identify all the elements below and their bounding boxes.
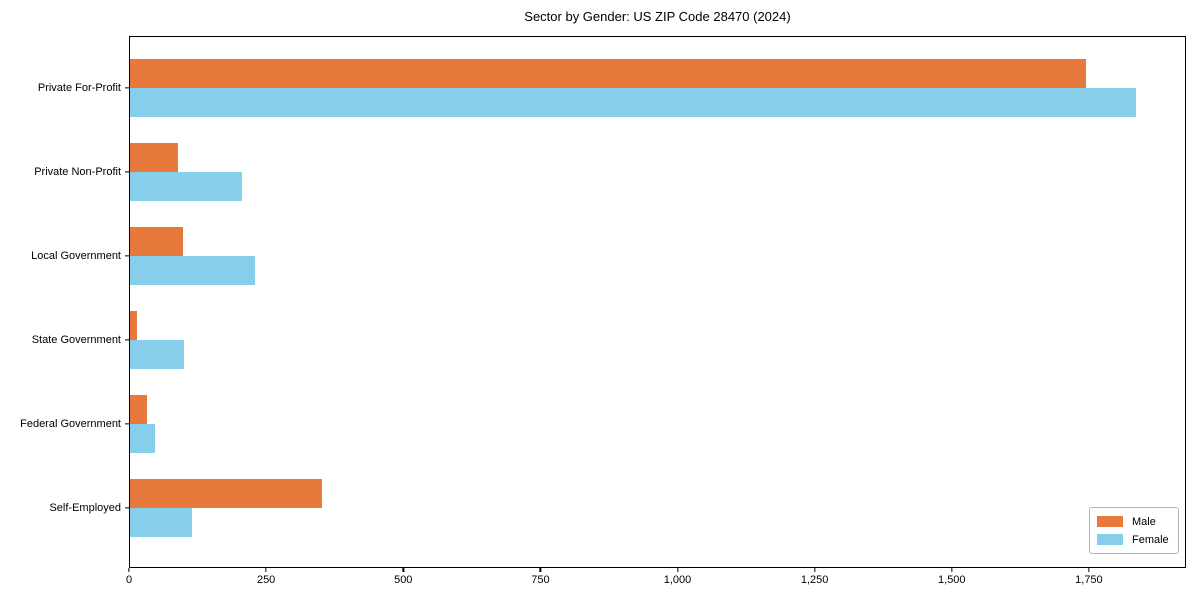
bar-male-private-for-profit bbox=[129, 59, 1087, 88]
y-tick-label: Federal Government bbox=[20, 418, 121, 430]
y-tick-mark bbox=[125, 255, 129, 257]
x-tick-label: 1,250 bbox=[800, 574, 829, 586]
bar-male-federal-government bbox=[129, 395, 148, 424]
female-series-swatch bbox=[1097, 534, 1123, 545]
y-tick-mark bbox=[125, 171, 129, 173]
x-tick-mark bbox=[813, 568, 816, 572]
bar-female-federal-government bbox=[129, 424, 156, 453]
x-tick-mark bbox=[128, 568, 130, 572]
y-tick-mark bbox=[125, 423, 129, 425]
x-tick-label: 250 bbox=[256, 574, 276, 586]
y-tick-mark bbox=[125, 339, 129, 341]
legend-label-female: Female bbox=[1132, 533, 1169, 546]
y-tick-mark bbox=[125, 87, 129, 89]
x-tick-label: 500 bbox=[394, 574, 413, 586]
chart-title: Sector by Gender: US ZIP Code 28470 (202… bbox=[524, 9, 791, 24]
x-tick-mark bbox=[951, 568, 953, 572]
plot-area bbox=[129, 36, 1186, 568]
x-tick-label: 1,750 bbox=[1075, 574, 1103, 586]
legend-entry-male: Male bbox=[1097, 514, 1170, 529]
x-tick-mark bbox=[539, 568, 542, 572]
bar-female-state-government bbox=[129, 340, 184, 369]
x-tick-label: 1,000 bbox=[663, 574, 692, 586]
y-tick-label: Private For-Profit bbox=[37, 82, 121, 94]
x-tick-label: 750 bbox=[531, 574, 550, 586]
bar-male-state-government bbox=[129, 311, 138, 340]
bar-male-private-non-profit bbox=[129, 143, 178, 172]
y-tick-label: State Government bbox=[31, 334, 121, 346]
y-tick-label: Self-Employed bbox=[49, 502, 121, 514]
bar-male-local-government bbox=[129, 227, 184, 256]
legend-label-male: Male bbox=[1132, 515, 1156, 528]
bar-male-self-employed bbox=[129, 479, 323, 508]
bar-female-self-employed bbox=[129, 508, 192, 537]
bar-female-private-non-profit bbox=[129, 172, 242, 201]
legend-entry-female: Female bbox=[1097, 532, 1170, 547]
x-tick-mark bbox=[402, 568, 404, 572]
bar-female-private-for-profit bbox=[129, 88, 1136, 117]
x-tick-mark bbox=[1088, 568, 1090, 572]
x-tick-label: 0 bbox=[125, 574, 133, 586]
y-tick-label: Local Government bbox=[31, 250, 121, 262]
x-tick-label: 1,500 bbox=[938, 574, 966, 586]
legend: Male Female bbox=[1089, 507, 1179, 554]
y-tick-mark bbox=[125, 507, 129, 509]
x-tick-mark bbox=[265, 568, 267, 572]
bar-female-local-government bbox=[129, 256, 255, 285]
y-tick-label: Private Non-Profit bbox=[34, 166, 121, 178]
x-tick-mark bbox=[676, 568, 679, 572]
male-series-swatch bbox=[1097, 516, 1123, 527]
